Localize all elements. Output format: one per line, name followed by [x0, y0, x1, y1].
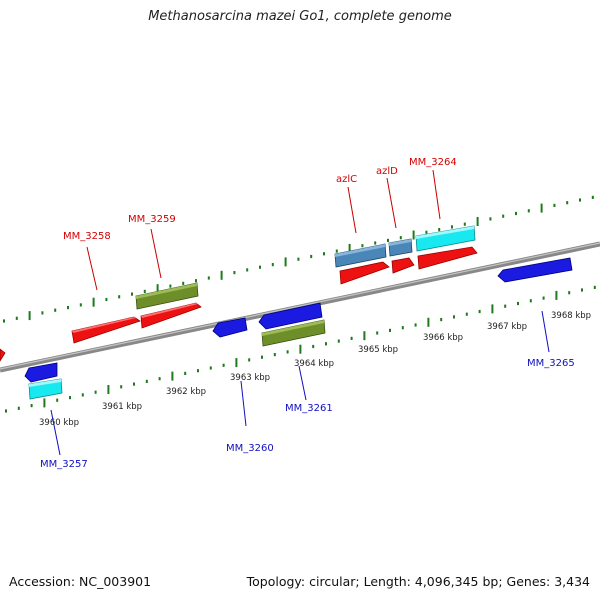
forward-tick-track	[3, 195, 594, 323]
tick-label-3960: 3960 kbp	[39, 418, 79, 428]
gene-feature-mm3257-blue[interactable]	[24, 362, 58, 383]
gene-feature-mm3264[interactable]	[415, 225, 476, 252]
tick-label-3965: 3965 kbp	[358, 345, 398, 355]
map-title: Methanosarcina mazei Go1, complete genom…	[148, 9, 452, 24]
gene-feature-mm3259-red-top	[141, 303, 198, 318]
genome-summary-text: Topology: circular; Length: 4,096,345 bp…	[246, 574, 590, 589]
gene-feature-mm3258[interactable]	[71, 316, 141, 344]
gene-feature-mm3261-top	[262, 320, 324, 336]
gene-feature-mm3260[interactable]	[212, 317, 248, 338]
reverse-features	[24, 257, 573, 400]
gene-feature-azlc-top	[335, 244, 385, 257]
label-azlc[interactable]: azlC	[336, 174, 357, 185]
tick-label-3968: 3968 kbp	[551, 311, 591, 321]
gene-feature-mm3264-top	[416, 226, 474, 239]
label-mm3258[interactable]: MM_3258	[63, 231, 111, 242]
gene-feature-mm3261-blue[interactable]	[258, 302, 323, 330]
tick-label-3961: 3961 kbp	[102, 402, 142, 412]
genome-backbone-highlight	[0, 242, 600, 370]
gene-feature-azlc[interactable]	[334, 243, 387, 268]
gene-feature-mm3257-top	[29, 379, 61, 387]
tick-label-3963: 3963 kbp	[230, 373, 270, 383]
forward-features	[0, 225, 478, 362]
accession-text: Accession: NC_003901	[9, 574, 152, 589]
label-mm3264[interactable]: MM_3264	[409, 157, 457, 168]
tick-label-3962: 3962 kbp	[166, 387, 206, 397]
gene-feature-mm3259-top	[136, 283, 197, 299]
gene-feature-red-azld[interactable]	[391, 257, 415, 274]
gene-feature-red-mm3264[interactable]	[417, 246, 478, 270]
gene-feature-mm3265[interactable]	[497, 257, 573, 283]
label-mm3257[interactable]: MM_3257	[40, 459, 88, 470]
coordinate-labels: 3960 kbp 3961 kbp 3962 kbp 3963 kbp 3964…	[39, 311, 591, 428]
gene-feature-mm3258-top	[72, 317, 136, 333]
tick-label-3966: 3966 kbp	[423, 333, 463, 343]
tick-label-3967: 3967 kbp	[487, 322, 527, 332]
tick-label-3964: 3964 kbp	[294, 359, 334, 369]
label-mm3265[interactable]: MM_3265	[527, 358, 575, 369]
gene-labels: MM_3258 MM_3259 azlC azlD MM_3264 MM_325…	[40, 157, 575, 470]
gene-feature-partial-left[interactable]	[0, 348, 6, 362]
reverse-tick-track	[5, 285, 596, 413]
gene-feature-azld-top	[389, 239, 411, 246]
label-mm3259[interactable]: MM_3259	[128, 214, 176, 225]
label-azld[interactable]: azlD	[376, 166, 398, 177]
gene-feature-red-azlc[interactable]	[339, 261, 390, 285]
label-mm3261[interactable]: MM_3261	[285, 403, 333, 414]
label-leaders	[50, 169, 550, 456]
label-mm3260[interactable]: MM_3260	[226, 443, 274, 454]
